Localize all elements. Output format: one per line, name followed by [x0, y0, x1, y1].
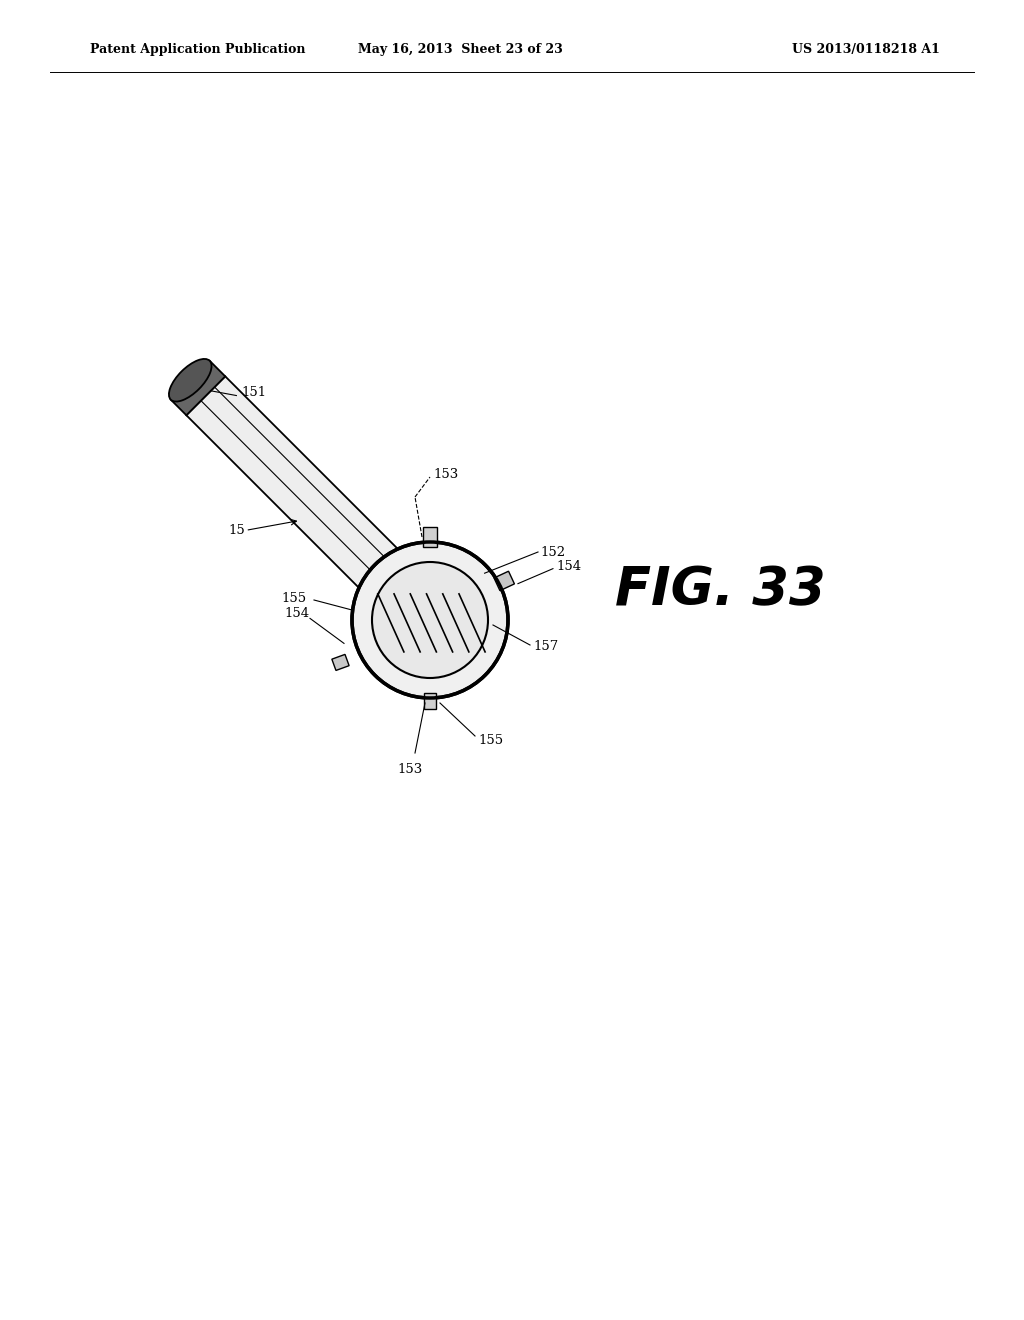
Polygon shape	[186, 376, 444, 635]
Bar	[424, 693, 436, 709]
Bar	[494, 572, 514, 590]
Text: 157: 157	[534, 640, 558, 653]
Text: Patent Application Publication: Patent Application Publication	[90, 44, 305, 57]
Text: 154: 154	[556, 560, 581, 573]
Bar	[423, 527, 437, 546]
Text: FIG. 33: FIG. 33	[614, 564, 825, 616]
Text: US 2013/0118218 A1: US 2013/0118218 A1	[793, 44, 940, 57]
Circle shape	[352, 543, 508, 698]
Text: 155: 155	[478, 734, 503, 747]
Text: 153: 153	[397, 763, 423, 776]
Text: 154: 154	[285, 607, 309, 620]
Bar	[332, 655, 349, 671]
Ellipse shape	[169, 359, 212, 401]
Circle shape	[372, 562, 488, 678]
Text: 151: 151	[242, 385, 266, 399]
Text: May 16, 2013  Sheet 23 of 23: May 16, 2013 Sheet 23 of 23	[357, 44, 562, 57]
Text: 15: 15	[228, 524, 246, 537]
Text: 153: 153	[433, 469, 459, 482]
Polygon shape	[171, 360, 225, 416]
Text: 155: 155	[282, 591, 307, 605]
Text: 152: 152	[540, 545, 565, 558]
Ellipse shape	[364, 610, 497, 653]
